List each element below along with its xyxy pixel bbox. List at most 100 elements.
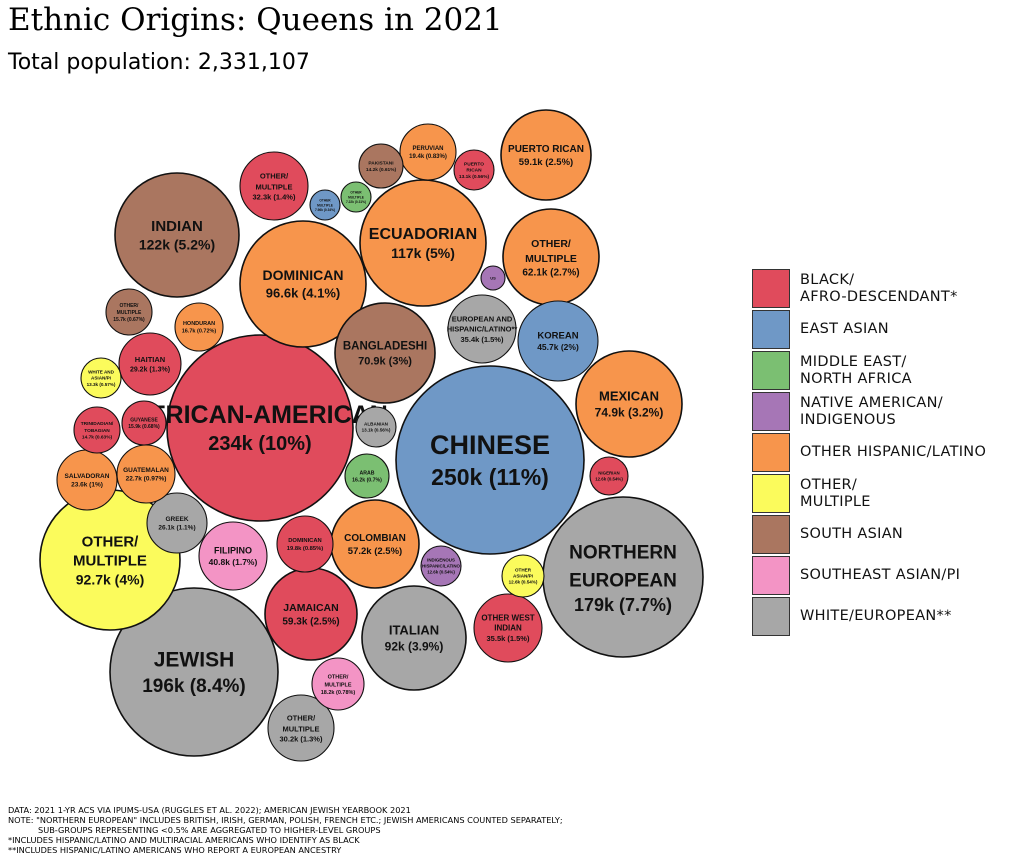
bubble-jewish-2: JEWISH 196k (8.4%) — [109, 587, 279, 757]
bubble-value: 196k (8.4%) — [142, 676, 246, 697]
legend-label: EAST ASIAN — [800, 321, 889, 337]
bubble-label: HAITIAN — [135, 355, 165, 364]
bubble-unlabeled-42: US — [480, 265, 506, 291]
bubble-circle — [121, 400, 167, 446]
bubble-circle — [80, 357, 122, 399]
bubble-value: 35.5k (1.5%) — [487, 634, 530, 643]
bubble-label: OTHER/ — [82, 533, 140, 550]
bubble-label: TRINIDADIAN/ — [81, 421, 114, 427]
bubble-circle — [344, 453, 390, 499]
bubble-label: JEWISH — [154, 649, 235, 672]
bubble-circle — [264, 567, 358, 661]
bubble-haitian-21: HAITIAN 29.2k (1.3%) — [118, 332, 182, 396]
bubble-label: MULTIPLE — [117, 310, 142, 316]
bubble-mexican-9: MEXICAN 74.9k (3.2%) — [575, 350, 683, 458]
bubble-honduran-28: HONDURAN 16.7k (0.72%) — [174, 302, 224, 352]
bubble-value: 7.22k (0.31%) — [346, 200, 366, 204]
bubble-value: 40.8k (1.7%) — [209, 557, 258, 567]
bubble-circle — [311, 657, 365, 711]
bubble-value: 19.4k (0.83%) — [409, 154, 447, 160]
bubble-value: 35.4k (1.5%) — [461, 335, 504, 344]
bubble-label: ITALIAN — [389, 622, 439, 637]
bubble-circle — [146, 492, 208, 554]
bubble-label: MULTIPLE — [256, 183, 293, 192]
bubble-label: DOMINICAN — [263, 267, 344, 283]
bubble-circle — [239, 151, 309, 221]
legend-swatch — [752, 597, 790, 636]
bubble-label: KOREAN — [537, 331, 578, 342]
legend-label: SOUTHEAST ASIAN/PI — [800, 567, 961, 583]
bubble-label: ALBANIAN — [364, 422, 389, 427]
bubble-other-multiple-11: OTHER/MULTIPLE 62.1k (2.7%) — [502, 208, 600, 306]
source-notes: DATA: 2021 1-YR ACS VIA IPUMS-USA (RUGGL… — [8, 805, 563, 855]
bubble-circle — [575, 350, 683, 458]
bubble-label: OTHER/ — [260, 172, 289, 181]
bubble-label: DOMINICAN — [288, 538, 322, 544]
bubble-value: US — [490, 275, 496, 280]
bubble-label: PUERTO RICAN — [508, 144, 584, 155]
legend-swatch — [752, 392, 790, 431]
bubble-circle — [420, 545, 462, 587]
bubble-value: 19.8k (0.85%) — [287, 546, 323, 552]
bubble-puerto-rican-13: PUERTO RICAN 59.1k (2.5%) — [500, 109, 592, 201]
bubble-label: MULTIPLE — [324, 683, 351, 689]
bubble-label: OTHER/ — [287, 714, 316, 723]
bubble-circle — [276, 515, 334, 573]
legend-swatch — [752, 351, 790, 390]
bubble-bangladeshi-10: BANGLADESHI 70.9k (3%) — [334, 302, 436, 404]
bubble-value: 179k (7.7%) — [574, 595, 672, 615]
bubble-label: HISPANIC/LATINO — [422, 564, 460, 569]
bubble-value: 22.7k (0.97%) — [126, 476, 167, 483]
bubble-value: 92k (3.9%) — [385, 640, 444, 654]
legend-swatch — [752, 474, 790, 513]
bubble-value: 92.7k (4%) — [76, 571, 144, 587]
chart-title: Ethnic Origins: Queens in 2021 — [8, 2, 503, 38]
legend-label: MIDDLE EAST/ NORTH AFRICA — [800, 353, 912, 387]
bubble-label: OTHER/ — [120, 303, 140, 309]
bubble-label: OTHER/ — [328, 675, 349, 681]
bubble-circle — [355, 406, 397, 448]
bubble-dominican-6: DOMINICAN 96.6k (4.1%) — [239, 220, 367, 348]
legend-swatch — [752, 310, 790, 349]
bubble-label: NIGERIAN — [598, 471, 619, 476]
legend-swatch — [752, 269, 790, 308]
bubble-label: MULTIPLE — [317, 204, 333, 208]
bubble-value: 117k (5%) — [391, 245, 455, 261]
bubble-ecuadorian-5: ECUADORIAN 117k (5%) — [359, 179, 487, 307]
bubble-northern-european-3: NORTHERN EUROPEAN 179k (7.7%) — [542, 496, 704, 658]
bubble-circle — [73, 406, 121, 454]
bubble-label: PERUVIAN — [412, 146, 443, 152]
bubble-value: 59.3k (2.5%) — [282, 616, 339, 627]
note-aggregation: SUB-GROUPS REPRESENTING <0.5% ARE AGGREG… — [38, 825, 381, 835]
bubble-label: COLOMBIAN — [344, 533, 406, 544]
bubble-circle — [309, 189, 341, 221]
bubble-value: 122k (5.2%) — [139, 237, 215, 253]
bubble-circle — [109, 587, 279, 757]
bubble-circle — [395, 365, 585, 555]
bubble-greek-22: GREEK 26.1k (1.1%) — [146, 492, 208, 554]
bubble-circle — [358, 143, 404, 189]
bubble-circle — [118, 332, 182, 396]
note-star: *INCLUDES HISPANIC/LATINO AND MULTIRACIA… — [8, 835, 360, 845]
bubble-label: ASIAN/PI — [513, 573, 533, 578]
bubble-value: 13.1k (0.56%) — [362, 428, 391, 433]
bubble-circle — [56, 449, 118, 511]
bubble-value: 16.7k (0.72%) — [182, 329, 217, 335]
bubble-other-multiple-7: OTHER/MULTIPLE 92.7k (4%) — [39, 489, 181, 631]
bubble-value: 96.6k (4.1%) — [266, 286, 340, 301]
bubble-value: 32.3k (1.4%) — [253, 193, 296, 202]
legend-swatch — [752, 556, 790, 595]
note-northern-european: NOTE: "NORTHERN EUROPEAN" INCLUDES BRITI… — [8, 815, 563, 825]
bubble-label: FILIPINO — [214, 545, 252, 555]
